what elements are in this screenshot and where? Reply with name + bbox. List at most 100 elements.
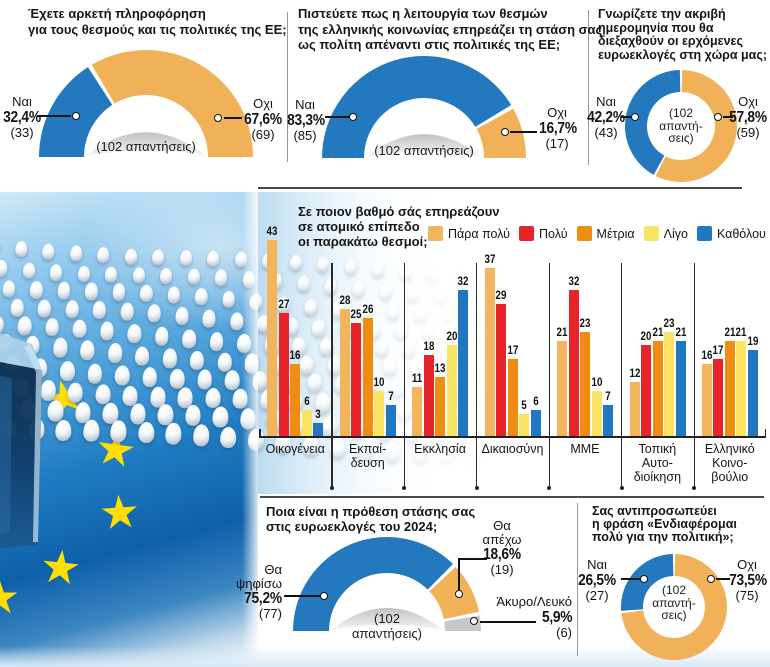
bar-value-Εκκλησία-Πολύ: 18 (423, 340, 435, 353)
q4-abstain-name2: απέχω (482, 531, 522, 547)
group-divider-dot (402, 486, 407, 490)
q2-no-pct: 16,7% (539, 119, 577, 137)
q4-leader-abstain-h (459, 558, 487, 560)
q5-yes-pct: 26,5% (578, 571, 616, 589)
q2-no-count: (17) (545, 135, 569, 151)
q1-no-count: (69) (251, 126, 275, 142)
bar-value-Τοπική Αυτοδιοίκηση-Λίγο: 23 (663, 317, 675, 330)
q5-note: (102 απαντή- σεις) (652, 583, 696, 622)
bar-ΜΜΕ-Πολύ (568, 290, 579, 437)
bar-Ελληνικό Κοινοβούλιο-Καθόλου (747, 349, 758, 437)
bar-value-Οικογένεια-Καθόλου: 3 (315, 409, 322, 422)
group-divider-dot (329, 486, 334, 490)
q3-note: (102 απαντή- σεις) (659, 106, 703, 145)
bar-Τοπική Αυτοδιοίκηση-Καθόλου (675, 340, 686, 437)
q3-yes-label: Ναι 42,2% (43) (584, 95, 628, 139)
bar-value-Εκπαίδευση-Μέτρια: 26 (362, 303, 374, 316)
legend-label-Λίγο: Λίγο (663, 226, 688, 241)
q4-vote-name: Θα (264, 562, 282, 577)
bar-value-Εκπαίδευση-Λίγο: 10 (373, 377, 385, 390)
q3-yes-count: (43) (594, 124, 618, 140)
q3-no-count: (59) (736, 124, 760, 140)
q1-no-name: Οχι (253, 96, 273, 111)
q4-abstain-name: Θα (493, 518, 511, 533)
q3-yes-pct: 42,2% (587, 108, 625, 126)
bar-value-Τοπική Αυτοδιοίκηση-Πολύ: 20 (640, 331, 652, 344)
bar-Δικαιοσύνη-Πάρα πολύ (484, 267, 495, 437)
q4-marker-invalid (470, 617, 478, 625)
bar-value-Εκπαίδευση-Πολύ: 25 (350, 308, 362, 321)
q4-marker-abstain (455, 590, 463, 598)
bar-Εκπαίδευση-Πάρα πολύ (339, 308, 350, 437)
q3-no-label: Οχι 57,8% (59) (726, 95, 770, 139)
bar-value-Ελληνικό Κοινοβούλιο-Λίγο: 21 (736, 326, 747, 339)
category-label-Οικογένεια: Οικογένεια (265, 442, 325, 456)
category-label-Τοπική Αυτοδιοίκηση: Τοπική Αυτο-διοίκηση (633, 442, 682, 484)
bar-value-Δικαιοσύνη-Καθόλου: 6 (532, 395, 539, 408)
q1-yes-count: (33) (10, 124, 34, 140)
legend-label-Μέτρια: Μέτρια (596, 226, 635, 241)
q2-yes-pct: 83,3% (287, 111, 325, 129)
eu-flag-star-icon: ★ (0, 574, 20, 620)
q3-leader-right (723, 116, 733, 118)
bar-value-Ελληνικό Κοινοβούλιο-Μέτρια: 21 (724, 326, 736, 339)
bar-value-Τοπική Αυτοδιοίκηση-Μέτρια: 21 (652, 326, 663, 339)
bar-Οικογένεια-Μέτρια (290, 363, 301, 437)
legend-label-Πολύ: Πολύ (539, 226, 568, 241)
bar-value-Εκκλησία-Μέτρια: 13 (434, 363, 446, 376)
bar-Τοπική Αυτοδιοίκηση-Πάρα πολύ (629, 382, 640, 437)
bar-value-Ελληνικό Κοινοβούλιο-Πολύ: 17 (713, 345, 724, 358)
q4-vote-name2: ψηφίσω (236, 575, 282, 591)
bar-Εκκλησία-Καθόλου (458, 290, 469, 437)
q4-invalid-pct: 5,9% (541, 608, 573, 626)
bar-ΜΜΕ-Πάρα πολύ (557, 340, 568, 437)
bar-Τοπική Αυτοδιοίκηση-Πολύ (641, 345, 652, 437)
bar-value-Ελληνικό Κοινοβούλιο-Καθόλου: 19 (747, 335, 759, 348)
legend-swatch-Λίγο (643, 226, 659, 241)
bar-Εκπαίδευση-Καθόλου (385, 404, 396, 437)
eu-ballot-photo: ★ ★ ★ ★ ★ (0, 192, 258, 667)
q2-note: (102 απαντήσεις) (374, 143, 474, 158)
q2-no-name: Οχι (547, 105, 567, 120)
ballot-box-edge-highlight (24, 344, 42, 542)
divider-top-2 (588, 10, 590, 165)
q4-vote-count: (77) (258, 606, 282, 621)
q2-title: Πιστεύετε πως η λειτουργία των θεσμών τη… (298, 6, 603, 52)
legend-label-Καθόλου: Καθόλου (716, 226, 766, 241)
light-glow (80, 192, 258, 332)
legend-swatch-Καθόλου (696, 226, 712, 241)
q1-yes-label: Ναι 32,4% (33) (0, 95, 44, 139)
ballot-box-reflection (0, 376, 12, 535)
legend-swatch-Πολύ (519, 226, 535, 241)
bar-Δικαιοσύνη-Λίγο (519, 414, 530, 437)
axis-tick-right (764, 429, 767, 437)
group-divider (548, 263, 550, 488)
bar-Εκκλησία-Πάρα πολύ (412, 386, 423, 437)
q3-marker-left (631, 113, 639, 121)
q4-leader-abstain-v (458, 558, 460, 590)
bleed-fade (258, 192, 523, 494)
q5-no-pct: 73,5% (729, 571, 767, 589)
bar-Δικαιοσύνη-Μέτρια (507, 359, 518, 437)
bottom-fade-strip (0, 646, 770, 667)
q4-vote-pct: 75,2% (244, 590, 282, 607)
q1-yes-name: Ναι (12, 94, 32, 109)
bar-Οικογένεια-Λίγο (301, 409, 312, 437)
q4-invalid-name: Άκυρο/Λευκό (496, 594, 572, 609)
q5-yes-name: Ναι (587, 557, 607, 572)
category-label-Εκπαίδευση: Εκπαί-δευση (349, 442, 387, 470)
q1-yes-pct: 32,4% (3, 108, 41, 126)
q5-yes-count: (27) (585, 587, 609, 603)
q2-leader-right (510, 131, 537, 133)
category-label-Εκκλησία: Εκκλησία (414, 442, 466, 456)
bar-value-Δικαιοσύνη-Μέτρια: 17 (507, 345, 519, 358)
bar-value-ΜΜΕ-Καθόλου: 7 (605, 390, 611, 403)
bar-Ελληνικό Κοινοβούλιο-Πάρα πολύ (701, 363, 712, 437)
bar-value-Οικογένεια-Λίγο: 6 (304, 395, 310, 408)
bar-Δικαιοσύνη-Καθόλου (530, 409, 541, 437)
photo-edge-fade (242, 192, 258, 667)
legend-item-Πολύ: Πολύ (519, 226, 568, 241)
group-divider (621, 263, 623, 488)
bar-value-Τοπική Αυτοδιοίκηση-Καθόλου: 21 (675, 326, 686, 339)
